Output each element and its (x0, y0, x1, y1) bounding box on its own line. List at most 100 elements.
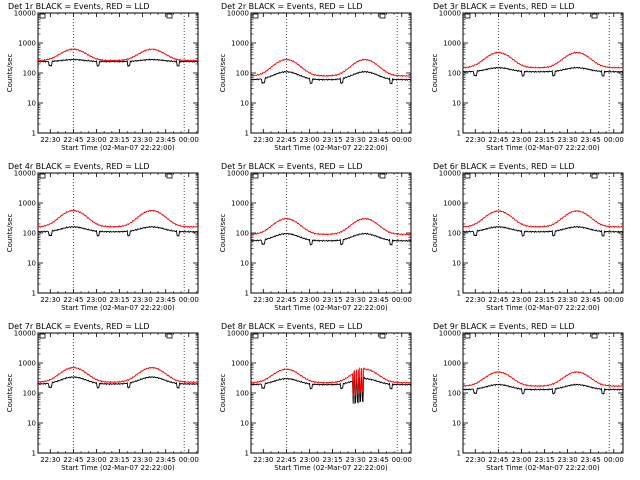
x-tick-label: 23:45 (369, 136, 389, 144)
x-tick-label: 22:30 (253, 296, 273, 304)
x-axis-label: Start Time (02-Mar-07 22:22:00) (486, 144, 600, 152)
x-tick-label: 23:45 (369, 296, 389, 304)
y-tick-label: 10000 (227, 10, 249, 18)
y-axis-label: Counts/sec (219, 54, 227, 93)
y-tick-label: 10 (27, 260, 36, 268)
x-tick-label: 23:45 (581, 456, 601, 464)
series-line-lld (250, 366, 412, 397)
corner-marker (39, 173, 46, 179)
y-tick-label: 10 (240, 420, 249, 428)
x-tick-label: 00:00 (392, 456, 412, 464)
corner-marker (39, 13, 46, 19)
x-tick-label: 23:45 (156, 296, 176, 304)
x-tick-label: 23:45 (156, 136, 176, 144)
x-tick-label: 23:00 (86, 456, 106, 464)
x-axis-label: Start Time (02-Mar-07 22:22:00) (274, 304, 388, 312)
chart-title: Det 2r BLACK = Events, RED = LLD (221, 2, 363, 11)
series-line-events (250, 70, 412, 85)
y-axis-label: Counts/sec (431, 374, 439, 413)
y-tick-label: 100 (23, 390, 36, 398)
y-tick-label: 1 (457, 290, 461, 298)
x-tick-label: 23:30 (346, 296, 366, 304)
x-tick-label: 23:15 (109, 456, 129, 464)
corner-marker (591, 173, 598, 179)
series-line-lld (37, 209, 199, 229)
y-tick-label: 1 (457, 130, 461, 138)
y-axis-label: Counts/sec (6, 374, 14, 413)
x-tick-label: 22:30 (40, 296, 60, 304)
corner-marker (464, 173, 471, 179)
x-tick-label: 23:00 (86, 136, 106, 144)
y-tick-label: 10000 (14, 330, 36, 338)
x-tick-label: 23:15 (534, 296, 554, 304)
x-tick-label: 00:00 (392, 136, 412, 144)
series-line-events (462, 225, 624, 237)
x-tick-label: 23:30 (558, 456, 578, 464)
y-tick-label: 10 (452, 100, 461, 108)
y-tick-label: 1000 (443, 360, 461, 368)
x-tick-label: 22:30 (465, 136, 485, 144)
y-tick-label: 1000 (18, 360, 36, 368)
y-tick-label: 1 (32, 290, 36, 298)
series-line-lld (462, 370, 624, 388)
chart-panel: Det 5r BLACK = Events, RED = LLD 1 10 100 10… (219, 162, 412, 312)
x-tick-label: 23:30 (346, 136, 366, 144)
y-tick-label: 10 (452, 420, 461, 428)
y-tick-label: 100 (448, 70, 461, 78)
x-tick-label: 22:45 (488, 136, 508, 144)
plot-frame (37, 332, 199, 454)
corner-marker (166, 13, 173, 19)
x-tick-label: 23:30 (133, 456, 153, 464)
y-tick-label: 10 (27, 420, 36, 428)
chart-panel: Det 9r BLACK = Events, RED = LLD 1 10 100 10… (431, 322, 624, 472)
series-line-events (37, 225, 199, 237)
x-tick-label: 23:00 (86, 296, 106, 304)
x-tick-label: 22:45 (276, 296, 296, 304)
x-tick-label: 23:30 (558, 136, 578, 144)
corner-marker (252, 173, 259, 179)
x-tick-label: 23:45 (369, 456, 389, 464)
y-tick-label: 1000 (18, 40, 36, 48)
y-tick-label: 10000 (227, 330, 249, 338)
x-tick-label: 22:45 (276, 456, 296, 464)
series-line-lld (37, 366, 199, 384)
series-line-lld (462, 209, 624, 229)
x-tick-label: 22:30 (40, 136, 60, 144)
x-axis-label: Start Time (02-Mar-07 22:22:00) (61, 304, 175, 312)
chart-panel: Det 8r BLACK = Events, RED = LLD 1 10 100 10… (219, 322, 412, 472)
series-line-events (463, 66, 624, 77)
x-tick-label: 00:00 (604, 136, 624, 144)
plot-frame (250, 12, 412, 134)
x-tick-label: 00:00 (392, 296, 412, 304)
x-tick-label: 23:00 (299, 456, 319, 464)
chart-title: Det 6r BLACK = Events, RED = LLD (433, 162, 575, 171)
y-tick-label: 1000 (231, 40, 249, 48)
x-tick-label: 23:30 (133, 136, 153, 144)
series-line-events (250, 376, 412, 405)
chart-panel: Det 3r BLACK = Events, RED = LLD 1 10 100 10… (431, 2, 624, 152)
x-axis-label: Start Time (02-Mar-07 22:22:00) (61, 464, 175, 472)
corner-marker (252, 13, 259, 19)
y-tick-label: 1000 (443, 200, 461, 208)
x-tick-label: 22:45 (276, 136, 296, 144)
plot-frame (462, 332, 624, 454)
x-tick-label: 00:00 (179, 456, 199, 464)
chart-title: Det 4r BLACK = Events, RED = LLD (8, 162, 150, 171)
chart-panel: Det 4r BLACK = Events, RED = LLD 1 10 100 10… (6, 162, 199, 312)
chart-panel: Det 2r BLACK = Events, RED = LLD 1 10 100 10… (219, 2, 412, 152)
series-line-events (462, 383, 624, 395)
plot-frame (250, 332, 412, 454)
chart-title: Det 9r BLACK = Events, RED = LLD (433, 322, 575, 331)
y-tick-label: 1000 (18, 200, 36, 208)
series-line-lld (37, 47, 199, 62)
x-tick-label: 23:15 (534, 456, 554, 464)
x-tick-label: 22:30 (253, 136, 273, 144)
x-tick-label: 23:00 (299, 136, 319, 144)
x-tick-label: 22:45 (63, 296, 83, 304)
x-tick-label: 23:00 (511, 296, 531, 304)
y-tick-label: 1 (32, 130, 36, 138)
y-tick-label: 100 (448, 230, 461, 238)
x-tick-label: 23:15 (109, 136, 129, 144)
y-tick-label: 10000 (14, 170, 36, 178)
